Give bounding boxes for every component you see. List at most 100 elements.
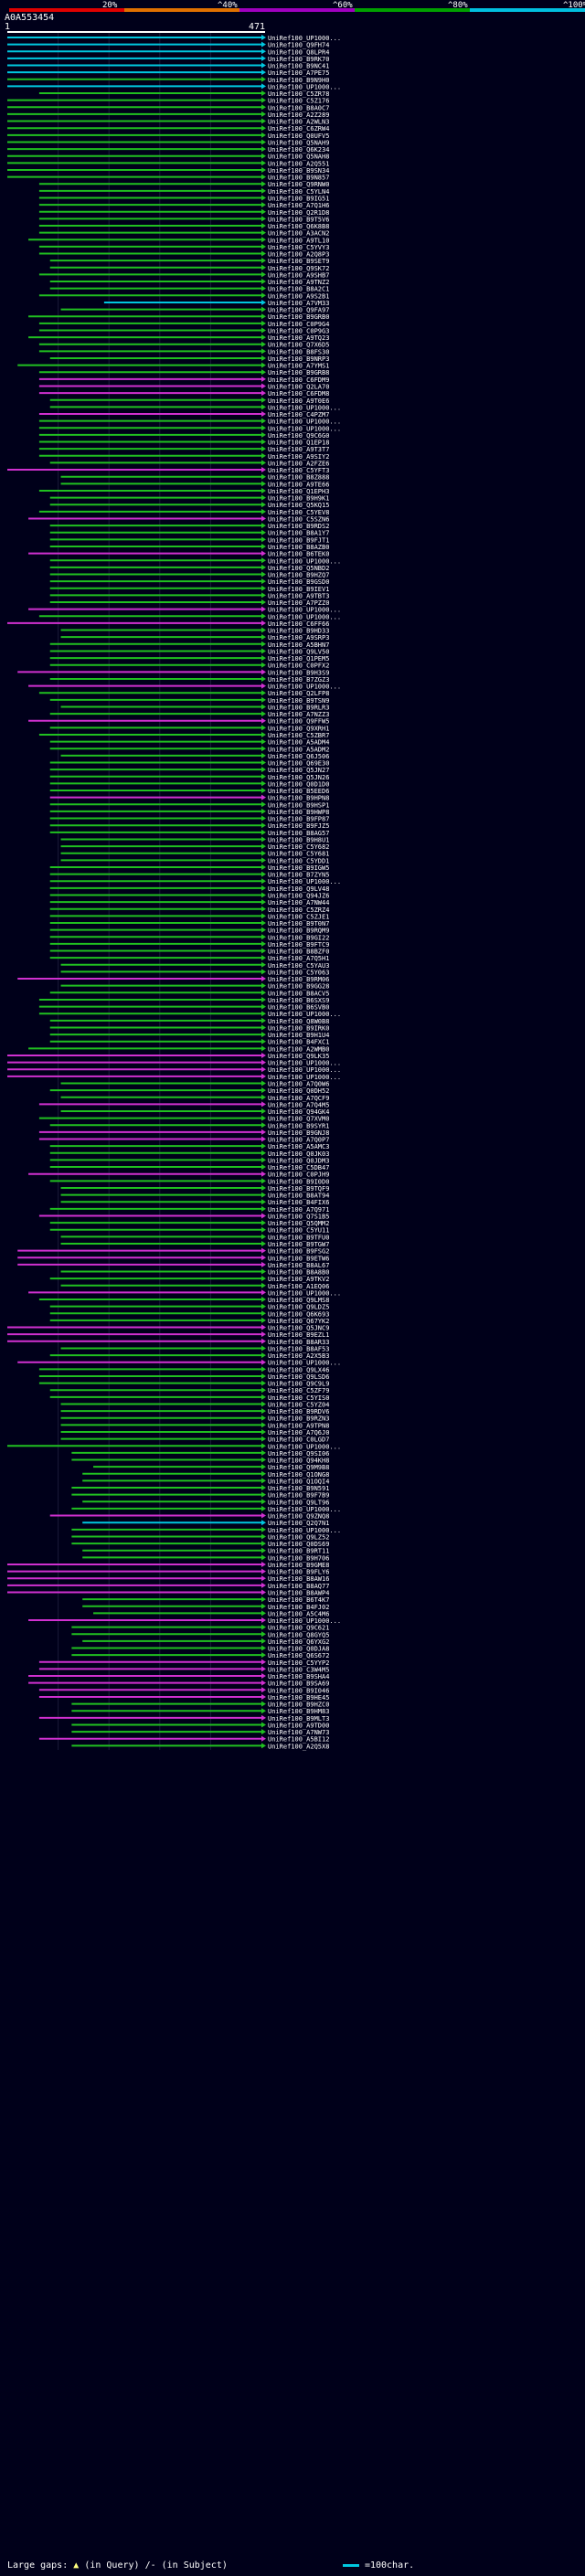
hit-label[interactable]: UniRef100_A2Z289 <box>268 111 329 119</box>
hit-label[interactable]: UniRef100_B9F7B9 <box>268 1492 329 1500</box>
hit-label[interactable]: UniRef100_B9IRK0 <box>268 1024 329 1032</box>
hit-label[interactable]: UniRef100_UP1000... <box>268 1066 341 1074</box>
hit-label[interactable]: UniRef100_Q1ONG8 <box>268 1471 329 1479</box>
hit-label[interactable]: UniRef100_Q9LT96 <box>268 1499 329 1506</box>
hit-label[interactable]: UniRef100_UP1000... <box>268 425 341 432</box>
hit-label[interactable]: UniRef100_Q7X6D5 <box>268 342 329 349</box>
hit-label[interactable]: UniRef100_Q0DJA8 <box>268 1646 329 1653</box>
hit-label[interactable]: UniRef100_A7YMS1 <box>268 363 329 370</box>
hit-label[interactable]: UniRef100_Q5NAH9 <box>268 139 329 146</box>
hit-label[interactable]: UniRef100_B9RQM9 <box>268 928 329 935</box>
hit-label[interactable]: UniRef100_A7NW44 <box>268 899 329 906</box>
hit-label[interactable]: UniRef100_Q5JNC9 <box>268 1325 329 1332</box>
hit-label[interactable]: UniRef100_A9TD00 <box>268 1722 329 1729</box>
hit-label[interactable]: UniRef100_B9H8U1 <box>268 836 329 843</box>
hit-label[interactable]: UniRef100_A7Q0W6 <box>268 1081 329 1088</box>
hit-label[interactable]: UniRef100_B9FP87 <box>268 816 329 823</box>
hit-label[interactable]: UniRef100_C5Y063 <box>268 969 329 976</box>
hit-label[interactable]: UniRef100_C0P9G3 <box>268 327 329 334</box>
hit-label[interactable]: UniRef100_UP1000... <box>268 607 341 614</box>
hit-label[interactable]: UniRef100_C5YFT3 <box>268 467 329 474</box>
hit-label[interactable]: UniRef100_C6FDM9 <box>268 376 329 384</box>
hit-label[interactable]: UniRef100_B5EED6 <box>268 788 329 795</box>
hit-label[interactable]: UniRef100_Q9RNW0 <box>268 181 329 188</box>
hit-label[interactable]: UniRef100_B9EZL1 <box>268 1331 329 1339</box>
hit-label[interactable]: UniRef100_A7PZZ0 <box>268 599 329 607</box>
hit-label[interactable]: UniRef100_UP1000... <box>268 1506 341 1513</box>
hit-label[interactable]: UniRef100_Q5NAH8 <box>268 154 329 161</box>
hit-label[interactable]: UniRef100_B6TEK0 <box>268 551 329 558</box>
hit-label[interactable]: UniRef100_Q6K8B8 <box>268 223 329 230</box>
hit-label[interactable]: UniRef100_Q9FH74 <box>268 42 329 49</box>
hit-label[interactable]: UniRef100_B9HM83 <box>268 1708 329 1715</box>
hit-label[interactable]: UniRef100_UP1000... <box>268 419 341 426</box>
hit-label[interactable]: UniRef100_B9GNJ8 <box>268 1129 329 1137</box>
hit-label[interactable]: UniRef100_UP1000... <box>268 1360 341 1367</box>
hit-label[interactable]: UniRef100_A7Q4M5 <box>268 1101 329 1108</box>
hit-label[interactable]: UniRef100_B8A1Y7 <box>268 530 329 537</box>
hit-label[interactable]: UniRef100_Q9LK35 <box>268 1053 329 1060</box>
hit-label[interactable]: UniRef100_A5ADM2 <box>268 746 329 753</box>
hit-label[interactable]: UniRef100_Q8GYQ5 <box>268 1631 329 1638</box>
hit-label[interactable]: UniRef100_A7Q1H6 <box>268 202 329 209</box>
hit-label[interactable]: UniRef100_C0PFX2 <box>268 663 329 670</box>
hit-label[interactable]: UniRef100_Q9XRH1 <box>268 725 329 732</box>
hit-label[interactable]: UniRef100_Q9SK72 <box>268 265 329 272</box>
hit-label[interactable]: UniRef100_Q94GK4 <box>268 1108 329 1116</box>
hit-label[interactable]: UniRef100_B6T4K7 <box>268 1596 329 1604</box>
hit-label[interactable]: UniRef100_B8AZB0 <box>268 544 329 551</box>
hit-label[interactable]: UniRef100_B9HZC0 <box>268 1701 329 1709</box>
hit-label[interactable]: UniRef100_A2Q8P3 <box>268 251 329 259</box>
hit-label[interactable]: UniRef100_B9RT11 <box>268 1548 329 1555</box>
hit-label[interactable]: UniRef100_B7ZGZ3 <box>268 676 329 684</box>
hit-label[interactable]: UniRef100_A7Q5H1 <box>268 955 329 962</box>
hit-label[interactable]: UniRef100_Q9LDZ5 <box>268 1304 329 1311</box>
hit-label[interactable]: UniRef100_Q2LA70 <box>268 384 329 391</box>
hit-label[interactable]: UniRef100_Q9C6G0 <box>268 432 329 440</box>
hit-label[interactable]: UniRef100_B8A0C7 <box>268 104 329 111</box>
hit-label[interactable]: UniRef100_Q6K693 <box>268 1310 329 1318</box>
hit-label[interactable]: UniRef100_Q9LV48 <box>268 885 329 893</box>
hit-label[interactable]: UniRef100_Q67YK2 <box>268 1318 329 1325</box>
hit-label[interactable]: UniRef100_Q9LMS8 <box>268 1297 329 1304</box>
hit-label[interactable]: UniRef100_UP1000... <box>268 1443 341 1450</box>
hit-label[interactable]: UniRef100_A7QCF9 <box>268 1095 329 1102</box>
hit-label[interactable]: UniRef100_B9RDS2 <box>268 523 329 530</box>
hit-label[interactable]: UniRef100_B9HD33 <box>268 628 329 635</box>
hit-label[interactable]: UniRef100_A2WLN3 <box>268 119 329 126</box>
hit-label[interactable]: UniRef100_B9RK70 <box>268 56 329 63</box>
hit-label[interactable]: UniRef100_A2X5B3 <box>268 1352 329 1360</box>
hit-label[interactable]: UniRef100_B6SVB0 <box>268 1004 329 1012</box>
hit-label[interactable]: UniRef100_B9N591 <box>268 1485 329 1492</box>
hit-label[interactable]: UniRef100_C6ZRW4 <box>268 125 329 133</box>
hit-label[interactable]: UniRef100_B9RZN3 <box>268 1415 329 1423</box>
hit-label[interactable]: UniRef100_A7NZZ3 <box>268 711 329 718</box>
hit-label[interactable]: UniRef100_B9MLT3 <box>268 1715 329 1723</box>
hit-label[interactable]: UniRef100_C5ZR78 <box>268 90 329 98</box>
hit-label[interactable]: UniRef100_B9H9K1 <box>268 495 329 503</box>
hit-label[interactable]: UniRef100_B8Z888 <box>268 474 329 482</box>
hit-label[interactable]: UniRef100_B9FJT1 <box>268 536 329 544</box>
hit-label[interactable]: UniRef100_A7VM33 <box>268 300 329 307</box>
hit-label[interactable]: UniRef100_A1EQ06 <box>268 1283 329 1290</box>
hit-label[interactable]: UniRef100_A9TBT3 <box>268 592 329 599</box>
hit-label[interactable]: UniRef100_B9RM06 <box>268 976 329 983</box>
hit-label[interactable]: UniRef100_B9ETW6 <box>268 1255 329 1262</box>
hit-label[interactable]: UniRef100_B9TFU0 <box>268 1234 329 1241</box>
hit-label[interactable]: UniRef100_B9GME8 <box>268 1562 329 1569</box>
hit-label[interactable]: UniRef100_B4FJ02 <box>268 1604 329 1611</box>
hit-label[interactable]: UniRef100_Q8W0B8 <box>268 1018 329 1025</box>
hit-label[interactable]: UniRef100_B9I046 <box>268 1687 329 1694</box>
hit-label[interactable]: UniRef100_B8AF53 <box>268 1345 329 1352</box>
hit-label[interactable]: UniRef100_Q2LFP8 <box>268 690 329 697</box>
hit-label[interactable]: UniRef100_A9SIY2 <box>268 453 329 461</box>
hit-label[interactable]: UniRef100_B4FIX6 <box>268 1199 329 1206</box>
hit-label[interactable]: UniRef100_Q1OQI4 <box>268 1478 329 1485</box>
hit-label[interactable]: UniRef100_Q5QMM2 <box>268 1220 329 1227</box>
hit-label[interactable]: UniRef100_UP1000... <box>268 557 341 565</box>
hit-label[interactable]: UniRef100_B9I0D0 <box>268 1178 329 1185</box>
hit-label[interactable]: UniRef100_B9GI22 <box>268 934 329 941</box>
hit-label[interactable]: UniRef100_A2FZE6 <box>268 460 329 467</box>
hit-label[interactable]: UniRef100_C5YDD1 <box>268 857 329 864</box>
hit-label[interactable]: UniRef100_B9N857 <box>268 175 329 182</box>
